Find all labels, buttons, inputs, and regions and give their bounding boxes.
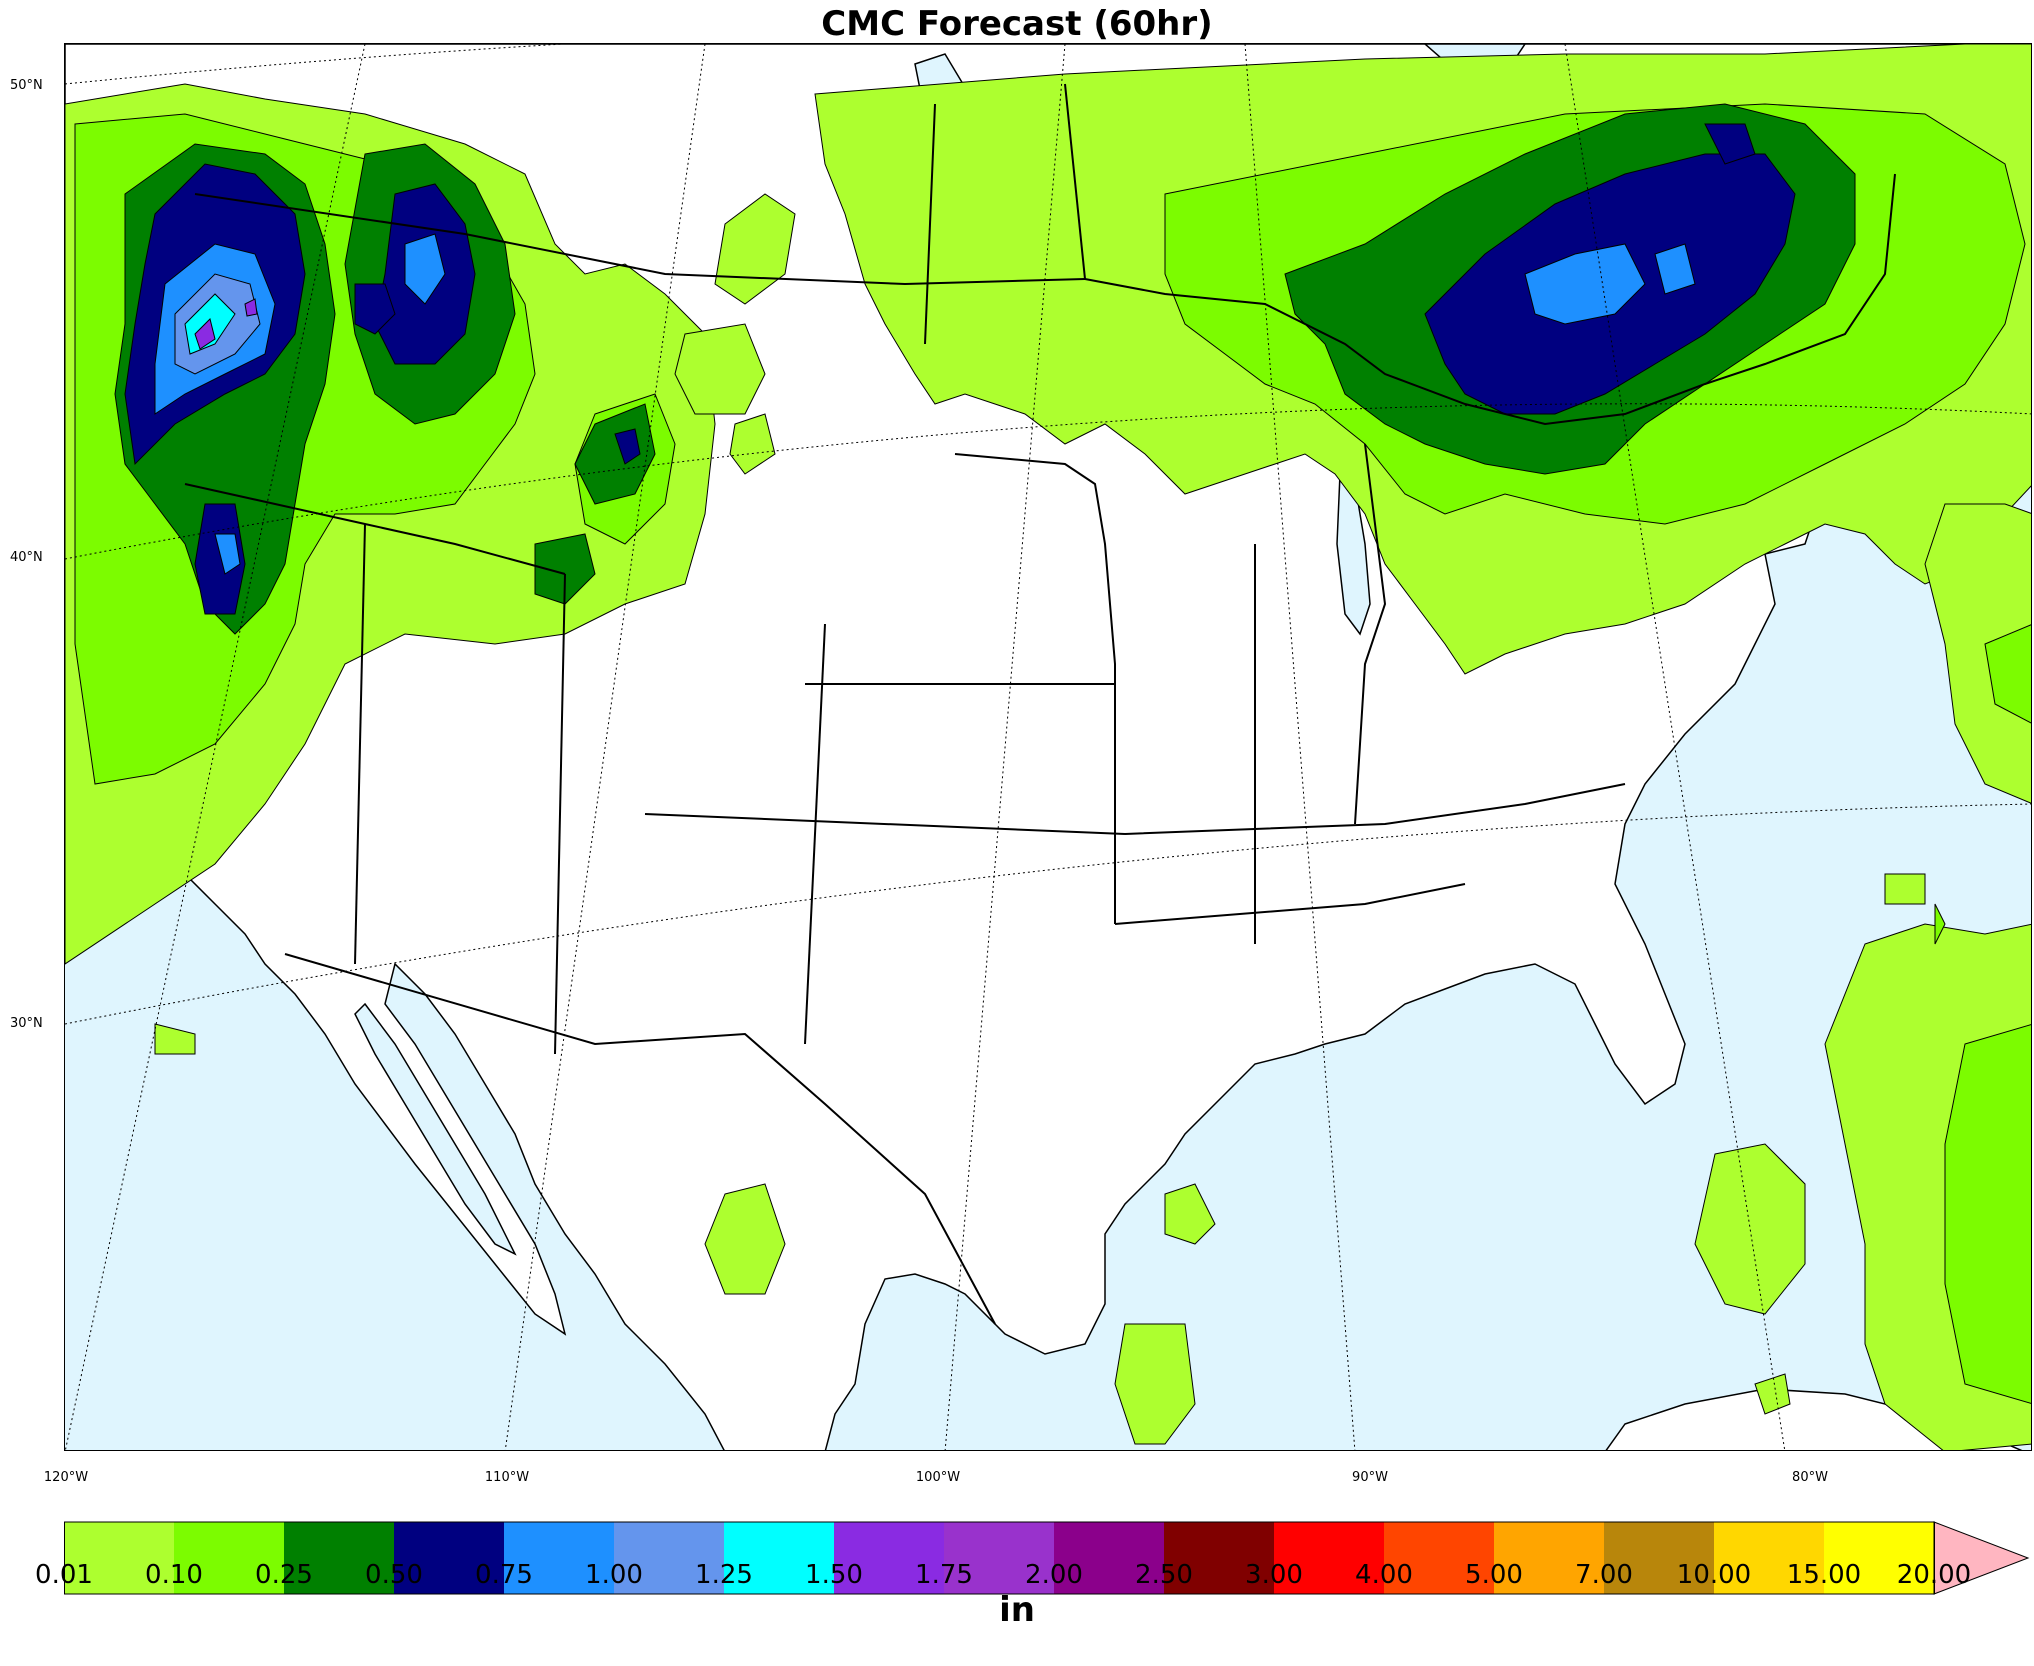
colorbar-outline — [64, 1521, 1935, 1595]
colorbar-segment — [1494, 1522, 1604, 1594]
colorbar-segment — [1604, 1522, 1714, 1594]
colorbar-tick-label: 3.00 — [1245, 1560, 1303, 1590]
colorbar-tick-label: 0.75 — [475, 1560, 533, 1590]
colorbar-segment — [1274, 1522, 1384, 1594]
lat-label-50: 50°N — [10, 78, 43, 93]
colorbar-tick-label: 0.01 — [35, 1560, 93, 1590]
units-label: in — [999, 1590, 1035, 1630]
colorbar-segment — [1714, 1522, 1824, 1594]
lon-label-90: 90°W — [1352, 1470, 1388, 1485]
colorbar-tick-label: 20.00 — [1896, 1560, 1972, 1590]
colorbar-segment — [1824, 1522, 1934, 1594]
map-canvas — [65, 44, 2031, 1450]
colorbar-tick-label: 7.00 — [1575, 1560, 1633, 1590]
map-title: CMC Forecast (60hr) — [821, 4, 1213, 44]
graticule — [65, 44, 2031, 1450]
colorbar-segment — [1384, 1522, 1494, 1594]
colorbar-segment — [504, 1522, 614, 1594]
colorbar-tick-label: 0.10 — [145, 1560, 203, 1590]
colorbar-tick-label: 15.00 — [1786, 1560, 1862, 1590]
colorbar-segment — [1054, 1522, 1164, 1594]
colorbar-tick-label: 1.75 — [915, 1560, 973, 1590]
lon-label-80: 80°W — [1792, 1470, 1828, 1485]
colorbar — [64, 1521, 2030, 1595]
lon-label-120: 120°W — [43, 1470, 89, 1485]
precipitation-map — [64, 43, 2032, 1451]
gulf-of-california — [354, 1002, 517, 1256]
colorbar-tick-label: 5.00 — [1465, 1560, 1523, 1590]
colorbar-tick-label: 10.00 — [1676, 1560, 1752, 1590]
colorbar-tick-label: 1.25 — [695, 1560, 753, 1590]
lon-label-100: 100°W — [915, 1470, 961, 1485]
lat-label-30: 30°N — [10, 1016, 43, 1031]
colorbar-segment — [1164, 1522, 1274, 1594]
colorbar-segment — [284, 1522, 394, 1594]
colorbar-segment — [944, 1522, 1054, 1594]
colorbar-segment — [64, 1522, 174, 1594]
colorbar-segment — [724, 1522, 834, 1594]
political-borders — [184, 83, 1896, 1325]
colorbar-segment — [174, 1522, 284, 1594]
colorbar-tick-label: 0.25 — [255, 1560, 313, 1590]
colorbar-tick-label: 4.00 — [1355, 1560, 1413, 1590]
colorbar-tick-label: 1.50 — [805, 1560, 863, 1590]
lon-label-110: 110°W — [484, 1470, 530, 1485]
colorbar-segment — [834, 1522, 944, 1594]
colorbar-tick-label: 2.00 — [1025, 1560, 1083, 1590]
colorbar-tick-label: 1.00 — [585, 1560, 643, 1590]
lat-label-40: 40°N — [10, 550, 43, 565]
colorbar-segment — [394, 1522, 504, 1594]
colorbar-tick-label: 2.50 — [1135, 1560, 1193, 1590]
precip-150 — [194, 298, 258, 350]
colorbar-segment — [614, 1522, 724, 1594]
colorbar-tick-label: 0.50 — [365, 1560, 423, 1590]
